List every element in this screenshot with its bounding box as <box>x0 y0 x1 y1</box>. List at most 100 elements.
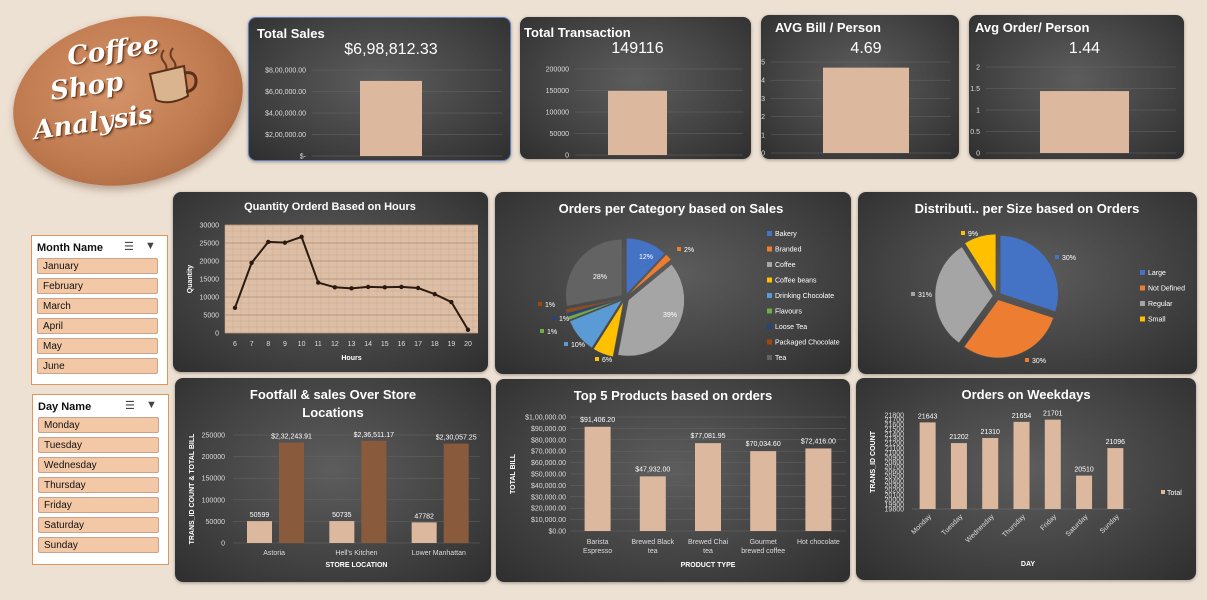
slicer-item-tuesday[interactable]: Tuesday <box>38 437 159 453</box>
day-slicer[interactable]: Day Name ☰ ▼ Monday Tuesday Wednesday Th… <box>32 394 169 565</box>
data-label-marker <box>656 312 660 316</box>
weekday-bar <box>1013 421 1030 509</box>
day-slicer-title: Day Name <box>38 401 92 413</box>
pie-slice <box>999 235 1059 312</box>
multi-select-icon[interactable]: ☰ <box>125 400 135 412</box>
x-tick-label: 6 <box>233 341 237 348</box>
clear-filter-icon[interactable]: ▼ <box>145 240 156 252</box>
x-tick-label: Wednesday <box>965 513 996 544</box>
legend-swatch <box>1140 270 1145 275</box>
data-point <box>415 285 421 291</box>
coffee-cup-icon <box>148 47 198 104</box>
y-tick-label: 4 <box>761 78 765 85</box>
data-label: 1% <box>545 302 555 309</box>
x-tick-label: 16 <box>398 341 406 348</box>
x-tick-label: 11 <box>315 341 322 348</box>
slicer-item-january[interactable]: January <box>37 258 158 274</box>
y-tick-label: 2 <box>976 65 980 72</box>
x-tick-label: 8 <box>266 341 270 348</box>
data-label: 21643 <box>918 413 938 420</box>
bar-sales <box>361 440 387 543</box>
pie-slice <box>934 246 994 344</box>
x-tick-label: Espresso <box>583 548 612 555</box>
x-tick-label: Astoria <box>263 550 285 557</box>
y-tick-label: 0 <box>215 331 219 338</box>
data-point <box>365 284 371 290</box>
kpi-card-total-transaction[interactable]: Total Transaction 149116 200000 150000 10000… <box>520 17 751 159</box>
data-point <box>266 239 271 245</box>
slicer-item-monday[interactable]: Monday <box>38 417 159 433</box>
data-label-marker <box>961 231 965 235</box>
slicer-item-may[interactable]: May <box>37 338 158 354</box>
x-tick-label: Thursday <box>1001 513 1027 539</box>
data-label: 1% <box>547 329 557 336</box>
y-tick-label: 250000 <box>202 433 225 440</box>
clear-filter-icon[interactable]: ▼ <box>146 399 157 411</box>
y-tick-label: 21300 <box>885 436 905 443</box>
slicer-item-february[interactable]: February <box>37 278 158 294</box>
pie-slice <box>964 233 997 294</box>
product-bar <box>695 443 721 531</box>
data-label: $91,406.20 <box>580 417 615 424</box>
slicer-item-wednesday[interactable]: Wednesday <box>38 457 159 473</box>
y-tick-label: 20400 <box>885 478 905 485</box>
legend-swatch <box>767 308 772 314</box>
data-label: 30% <box>1062 255 1076 262</box>
x-axis-title: Hours <box>341 355 361 362</box>
slicer-item-friday[interactable]: Friday <box>38 497 159 513</box>
y-tick-label: 5000 <box>203 313 219 320</box>
pie-slice <box>569 300 623 349</box>
category-pie-chart-card[interactable]: Orders per Category based on Sales 12% 2% 3… <box>495 192 851 374</box>
x-tick-label: 12 <box>331 341 339 348</box>
y-tick-label: $90,000.00 <box>531 426 566 433</box>
kpi-card-total-sales[interactable]: Total Sales $6,98,812.33 $8,00,000.00 $6,00… <box>248 17 511 161</box>
slicer-item-april[interactable]: April <box>37 318 158 334</box>
slicer-item-thursday[interactable]: Thursday <box>38 477 159 493</box>
y-tick-label: 19800 <box>885 507 905 514</box>
bar-footfall <box>329 521 355 543</box>
top-products-chart-card[interactable]: Top 5 Products based on orders $1,00,000.… <box>496 379 850 582</box>
weekday-bar <box>982 438 999 509</box>
y-tick-label: 0 <box>221 541 225 548</box>
y-tick-label: 200000 <box>546 67 569 74</box>
x-tick-label: Barista <box>587 539 609 546</box>
kpi-value: 1.44 <box>1069 40 1100 57</box>
month-slicer[interactable]: Month Name ☰ ▼ January February March Ap… <box>31 235 168 385</box>
x-tick-label: tea <box>703 548 713 555</box>
data-label-marker <box>540 329 544 333</box>
chart-title-line1: Footfall & sales Over Store <box>250 387 416 402</box>
data-point <box>316 280 321 285</box>
data-label-marker <box>1025 358 1029 362</box>
x-tick-label: 18 <box>431 341 439 348</box>
y-tick-label: 15000 <box>200 277 220 284</box>
store-location-chart-card[interactable]: Footfall & sales Over Store Locations 2500… <box>175 378 491 582</box>
data-label-marker <box>911 292 915 296</box>
legend-swatch <box>767 339 772 345</box>
chart-title-line2: Locations <box>302 405 363 420</box>
multi-select-icon[interactable]: ☰ <box>124 241 134 253</box>
data-label: 9% <box>968 231 978 238</box>
size-pie-chart-card[interactable]: Distributi.. per Size based on Orders 30%… <box>858 192 1197 374</box>
x-tick-label: brewed coffee <box>741 548 785 555</box>
data-label-marker <box>586 274 590 278</box>
kpi-title: Avg Order/ Person <box>975 20 1089 35</box>
x-tick-label: Hot chocolate <box>797 539 840 546</box>
kpi-value: 4.69 <box>850 40 881 57</box>
hourly-quantity-chart-card[interactable]: Quantity Orderd Based on Hours 0 5000 10000… <box>173 192 488 372</box>
y-tick-label: 21100 <box>885 445 904 452</box>
month-slicer-title: Month Name <box>37 242 103 254</box>
data-label-marker <box>632 254 636 258</box>
data-label: 6% <box>602 357 612 364</box>
data-label: 21701 <box>1043 411 1063 418</box>
weekday-orders-chart-card[interactable]: Orders on Weekdays 21800 21700 21600 21500 21… <box>856 378 1196 580</box>
slicer-item-march[interactable]: March <box>37 298 158 314</box>
slicer-item-sunday[interactable]: Sunday <box>38 537 159 553</box>
y-tick-label: 0 <box>761 151 765 158</box>
slicer-item-june[interactable]: June <box>37 358 158 374</box>
slicer-item-saturday[interactable]: Saturday <box>38 517 159 533</box>
product-bar <box>805 448 832 531</box>
legend-label: Tea <box>775 355 786 362</box>
weekday-bar <box>1044 419 1061 509</box>
